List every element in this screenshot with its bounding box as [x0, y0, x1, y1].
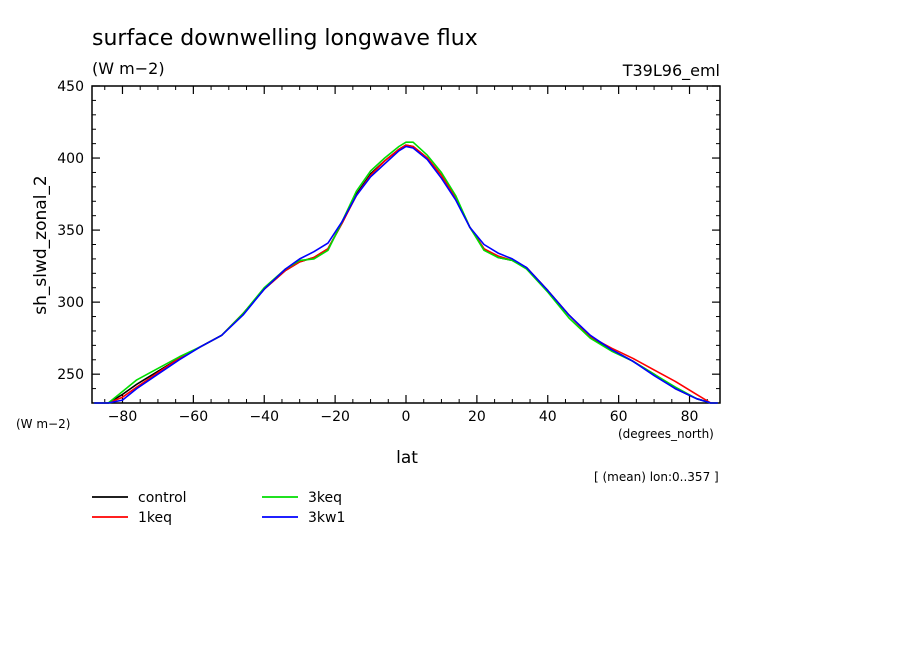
x-tick-label: 20: [468, 409, 486, 425]
minor-ticks: [92, 86, 720, 403]
y-axis-label: sh_slwd_zonal_2: [31, 175, 51, 314]
x-tick-label: −40: [249, 409, 279, 425]
chart-subtitle-units: (W m−2): [92, 59, 165, 78]
y-tick-label: 300: [57, 295, 84, 311]
x-tick-label: −80: [108, 409, 138, 425]
legend: control 1keq 3keq 3kw1: [92, 490, 345, 526]
x-tick-label: 80: [681, 409, 699, 425]
x-axis-label: lat: [396, 448, 418, 468]
y-tick-label: 450: [57, 79, 84, 95]
legend-label-3kw1: 3kw1: [308, 510, 345, 526]
x-tick-label: 60: [610, 409, 628, 425]
y-tick-label: 350: [57, 223, 84, 239]
footnote: [ (mean) lon:0..357 ]: [594, 470, 719, 484]
x-axis-ticks: −80 −60 −40 −20 0 20 40 60 80: [108, 86, 699, 425]
series-line-1keq: [94, 144, 718, 404]
legend-label-3keq: 3keq: [308, 490, 342, 506]
x-tick-label: −20: [320, 409, 350, 425]
y-tick-label: 250: [57, 367, 84, 383]
chart-title: surface downwelling longwave flux: [92, 26, 478, 51]
series-line-3kw1: [94, 145, 718, 404]
y-axis-ticks: 250 300 350 400 450: [57, 79, 720, 383]
series-line-3keq: [94, 141, 718, 404]
run-label: T39L96_eml: [622, 61, 720, 81]
legend-label-1keq: 1keq: [138, 510, 172, 526]
x-tick-label: 0: [402, 409, 411, 425]
y-tick-label: 400: [57, 151, 84, 167]
y-axis-units: (W m−2): [16, 417, 70, 431]
legend-label-control: control: [138, 490, 187, 506]
x-tick-label: −60: [179, 409, 209, 425]
x-tick-label: 40: [539, 409, 557, 425]
x-axis-units: (degrees_north): [618, 427, 714, 441]
series-line-control: [94, 144, 718, 404]
series-lines: [94, 141, 718, 404]
